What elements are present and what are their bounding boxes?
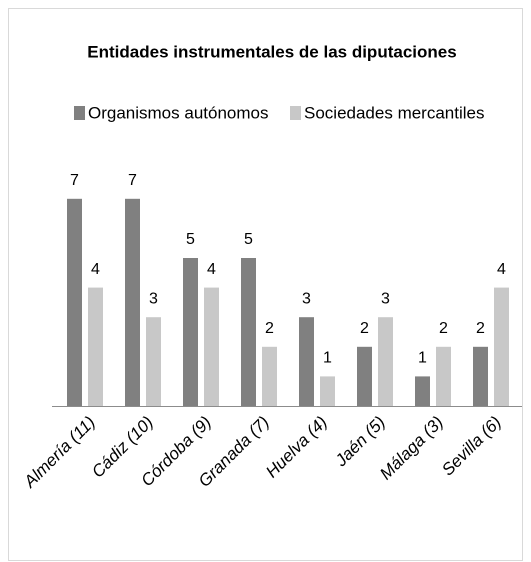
chart-title: Entidades instrumentales de las diputaci… — [87, 42, 456, 61]
bar — [473, 346, 488, 406]
legend-label: Organismos autónomos — [88, 103, 268, 122]
data-label: 3 — [381, 290, 390, 307]
legend-label: Sociedades mercantiles — [304, 103, 484, 122]
bar — [299, 317, 314, 406]
data-label: 5 — [244, 231, 253, 248]
data-label: 4 — [207, 261, 216, 278]
bar — [204, 287, 219, 406]
data-label: 2 — [360, 320, 369, 337]
bar — [183, 258, 198, 406]
data-label: 1 — [323, 350, 332, 367]
bar — [436, 346, 451, 406]
bar — [146, 317, 161, 406]
data-label: 2 — [476, 320, 485, 337]
data-label: 7 — [70, 172, 79, 189]
bar — [357, 346, 372, 406]
legend-swatch — [74, 106, 85, 120]
bar — [262, 346, 277, 406]
data-label: 3 — [149, 290, 158, 307]
data-label: 1 — [418, 350, 427, 367]
data-label: 4 — [497, 261, 506, 278]
legend-swatch — [290, 106, 301, 120]
data-label: 2 — [439, 320, 448, 337]
bar — [494, 287, 509, 406]
bar — [125, 198, 140, 406]
bar — [378, 317, 393, 406]
bar — [415, 376, 430, 406]
bar — [88, 287, 103, 406]
bar — [67, 198, 82, 406]
data-label: 5 — [186, 231, 195, 248]
bar — [320, 376, 335, 406]
data-label: 7 — [128, 172, 137, 189]
chart-frame — [8, 8, 523, 561]
data-label: 2 — [265, 320, 274, 337]
bar — [241, 258, 256, 406]
data-label: 4 — [91, 261, 100, 278]
data-label: 3 — [302, 290, 311, 307]
